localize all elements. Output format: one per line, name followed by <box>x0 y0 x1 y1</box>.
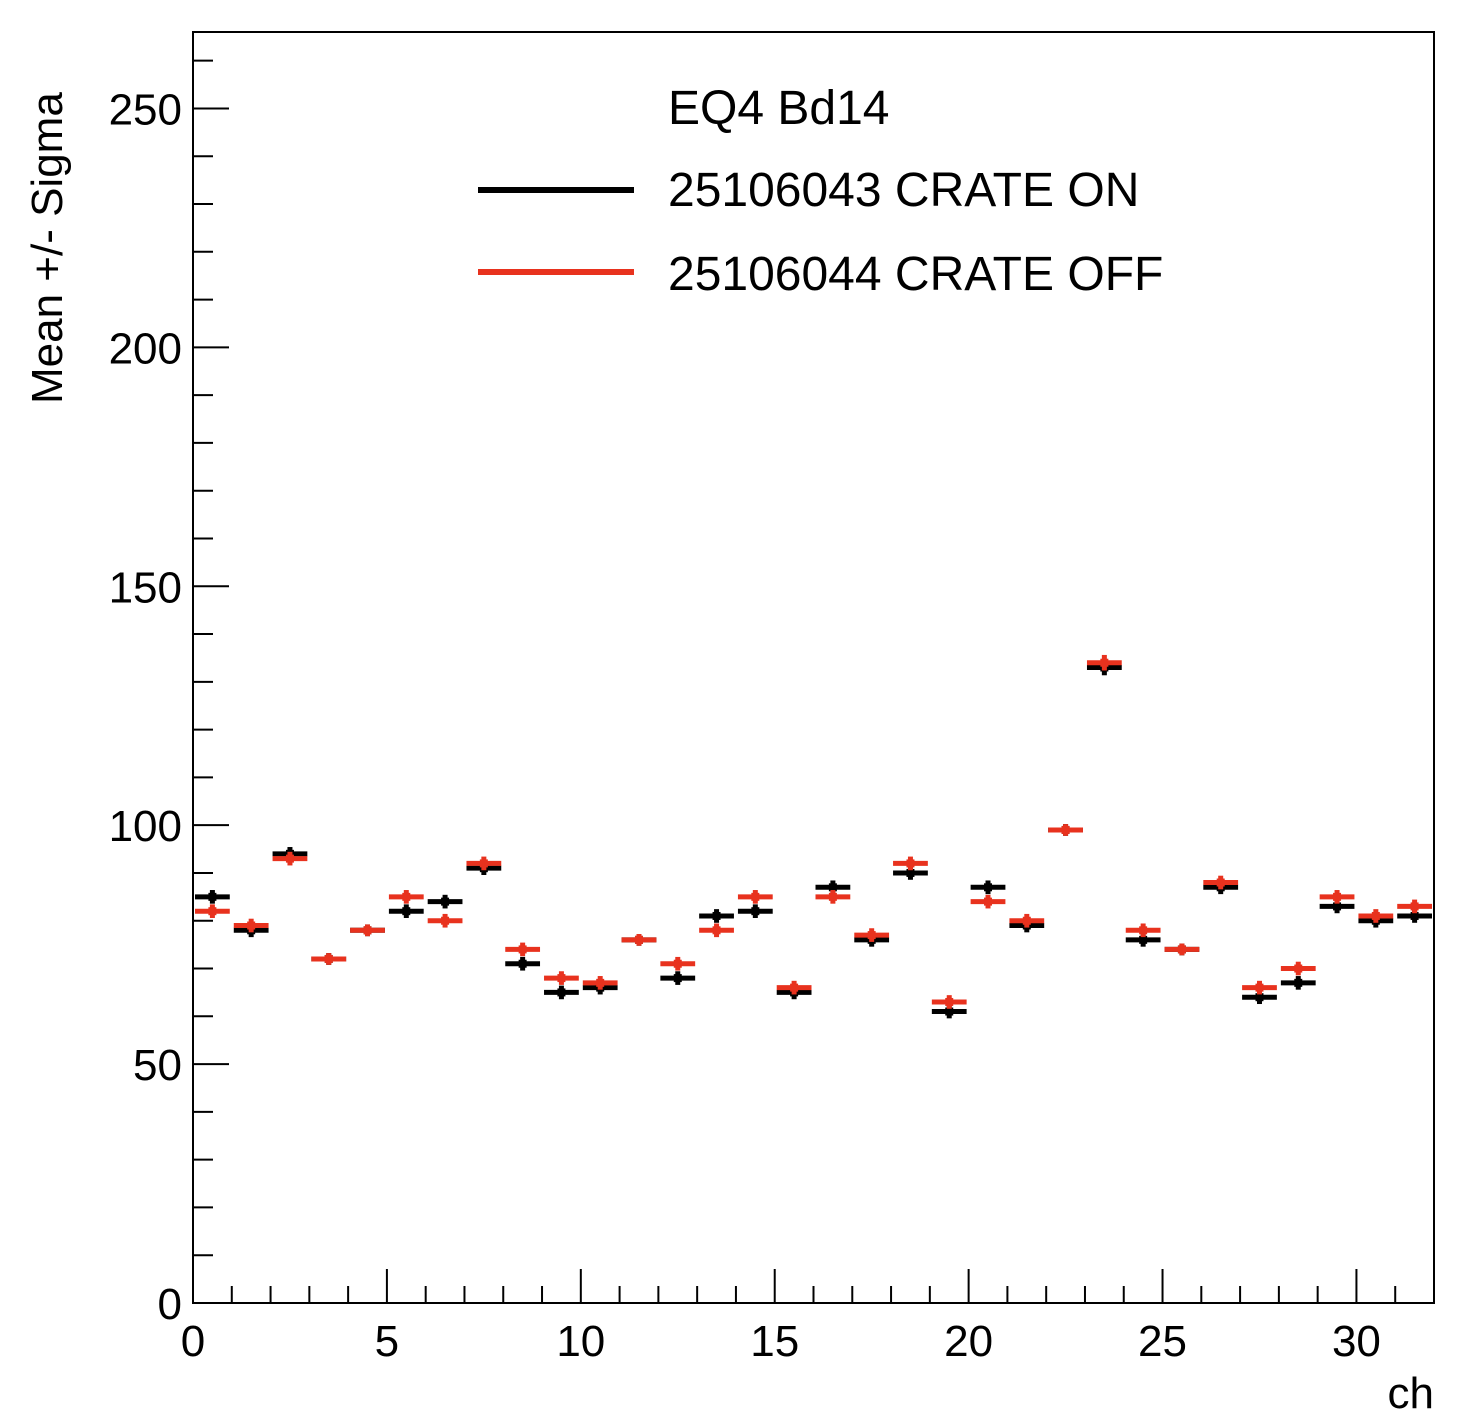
data-point-marker <box>1333 892 1342 901</box>
data-point-marker <box>984 897 993 906</box>
x-tick-label: 15 <box>750 1317 799 1366</box>
data-point-marker <box>479 859 488 868</box>
y-axis-title: Mean +/- Sigma <box>23 92 72 404</box>
data-point-marker <box>1139 926 1148 935</box>
data-point-marker <box>1410 902 1419 911</box>
data-point-marker <box>906 859 915 868</box>
x-tick-label: 25 <box>1138 1317 1187 1366</box>
data-point-marker <box>596 978 605 987</box>
data-point-marker <box>518 945 527 954</box>
legend-label-crate-off: 25106044 CRATE OFF <box>668 248 1163 301</box>
legend-label-crate-on: 25106043 CRATE ON <box>668 164 1139 217</box>
y-tick-label: 150 <box>109 563 182 612</box>
data-point-marker <box>402 907 411 916</box>
x-tick-label: 10 <box>556 1317 605 1366</box>
data-point-marker <box>1255 993 1264 1002</box>
data-point-marker <box>247 921 256 930</box>
data-point-marker <box>945 1007 954 1016</box>
data-point-marker <box>790 983 799 992</box>
legend-header: EQ4 Bd14 <box>668 82 889 135</box>
x-tick-label: 20 <box>944 1317 993 1366</box>
data-point-marker <box>673 959 682 968</box>
x-tick-label: 5 <box>375 1317 399 1366</box>
data-point-marker <box>1294 964 1303 973</box>
x-axis-title: ch <box>1388 1369 1434 1418</box>
data-point-marker <box>712 926 721 935</box>
data-point-marker <box>1022 916 1031 925</box>
data-point-marker <box>363 926 372 935</box>
data-point-marker <box>984 883 993 892</box>
data-point-marker <box>828 883 837 892</box>
y-tick-label: 250 <box>109 85 182 134</box>
data-point-marker <box>402 892 411 901</box>
data-point-marker <box>518 959 527 968</box>
y-tick-label: 200 <box>109 324 182 373</box>
data-point-marker <box>751 907 760 916</box>
axis-ticks <box>192 59 1435 1304</box>
data-point-marker <box>1294 978 1303 987</box>
data-point-marker <box>673 974 682 983</box>
data-point-marker <box>1216 878 1225 887</box>
data-point-marker <box>1255 983 1264 992</box>
data-point-marker <box>1371 911 1380 920</box>
data-point-marker <box>441 897 450 906</box>
data-point-marker <box>906 868 915 877</box>
data-point-marker <box>751 892 760 901</box>
data-point-marker <box>828 892 837 901</box>
data-point-marker <box>1333 902 1342 911</box>
x-tick-label: 0 <box>181 1317 205 1366</box>
legend: EQ4 Bd14 25106043 CRATE ON 25106044 CRAT… <box>478 82 1163 301</box>
y-tick-label: 100 <box>109 802 182 851</box>
data-point-marker <box>1177 945 1186 954</box>
data-point-marker <box>634 935 643 944</box>
data-point-marker <box>557 988 566 997</box>
data-point-marker <box>208 892 217 901</box>
y-tick-label: 50 <box>133 1041 182 1090</box>
data-point-marker <box>285 854 294 863</box>
data-point-marker <box>1100 658 1109 667</box>
data-point-marker <box>1139 935 1148 944</box>
data-point-marker <box>557 974 566 983</box>
data-point-marker <box>867 931 876 940</box>
data-point-marker <box>441 916 450 925</box>
data-point-marker <box>945 997 954 1006</box>
x-tick-label: 30 <box>1332 1317 1381 1366</box>
data-point-marker <box>712 911 721 920</box>
data-point-marker <box>208 907 217 916</box>
tick-labels: 0 5 10 15 20 25 30 0 50 100 150 200 250 <box>109 85 1381 1366</box>
data-point-marker <box>1061 825 1070 834</box>
data-point-marker <box>1410 911 1419 920</box>
data-point-marker <box>324 954 333 963</box>
plot-frame <box>192 31 1435 1304</box>
y-tick-label: 0 <box>158 1280 182 1329</box>
data-series <box>195 654 1432 1019</box>
series-crate-off <box>195 654 1432 1009</box>
